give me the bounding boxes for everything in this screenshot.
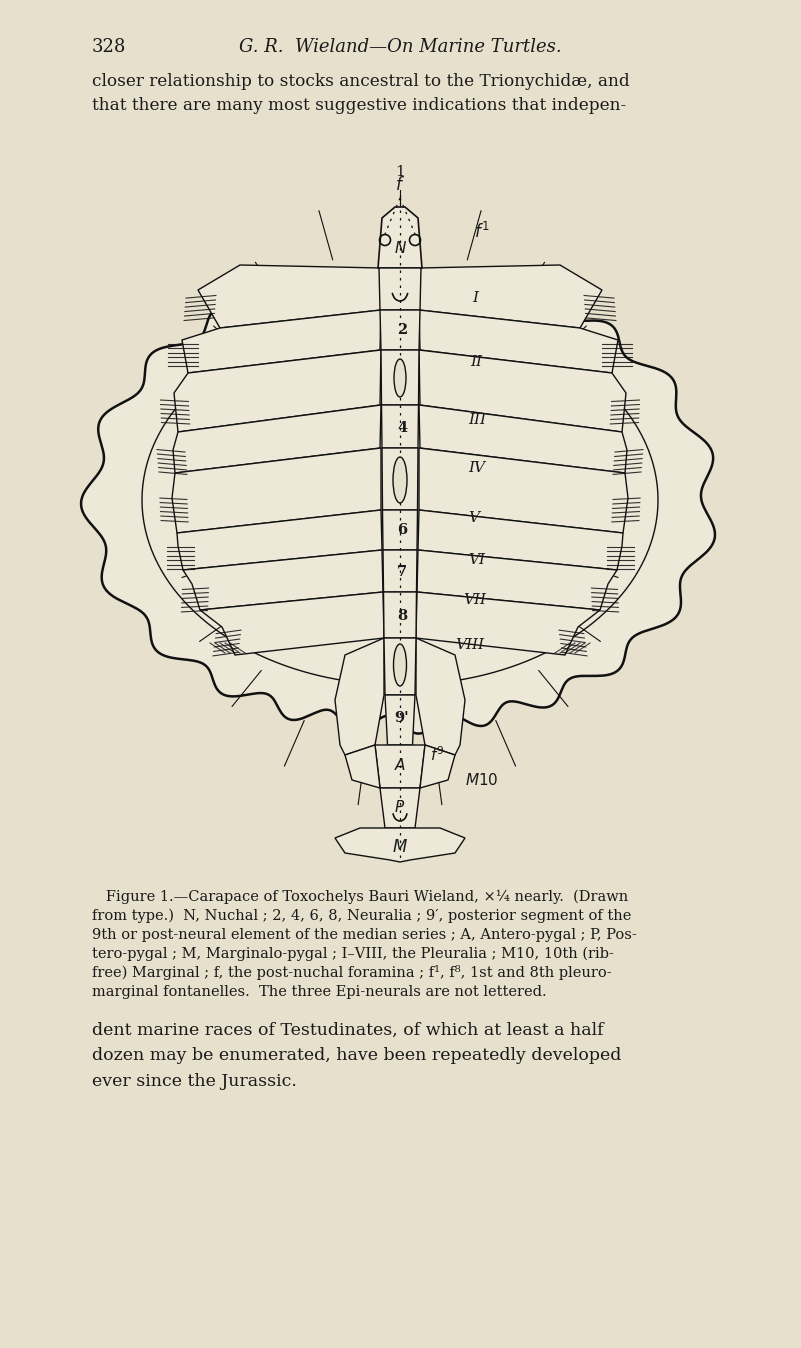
Text: III: III [468, 412, 486, 427]
Text: VI: VI [468, 553, 485, 568]
Polygon shape [419, 310, 618, 373]
Polygon shape [417, 550, 617, 611]
Polygon shape [198, 266, 381, 328]
Text: dozen may be enumerated, have been repeatedly developed: dozen may be enumerated, have been repea… [92, 1047, 622, 1065]
Polygon shape [416, 638, 465, 755]
Polygon shape [183, 550, 383, 611]
Text: closer relationship to stocks ancestral to the Trionychidæ, and: closer relationship to stocks ancestral … [92, 74, 630, 90]
Text: $f^1$: $f^1$ [474, 222, 489, 243]
Text: marginal fontanelles.  The three Epi-neurals are not lettered.: marginal fontanelles. The three Epi-neur… [92, 985, 546, 999]
Polygon shape [419, 404, 627, 473]
Polygon shape [380, 789, 420, 828]
Polygon shape [375, 745, 425, 789]
Polygon shape [418, 510, 623, 570]
Polygon shape [200, 592, 384, 655]
Text: 328: 328 [92, 38, 127, 57]
Text: 9th or post-neural element of the median series ; A, Antero-pygal ; P, Pos-: 9th or post-neural element of the median… [92, 927, 637, 942]
Polygon shape [81, 266, 715, 733]
Polygon shape [335, 828, 465, 861]
Text: $P$: $P$ [394, 799, 405, 816]
Text: II: II [470, 355, 482, 369]
Polygon shape [419, 350, 626, 431]
Text: $f^9$: $f^9$ [430, 745, 445, 764]
Polygon shape [382, 448, 418, 510]
Polygon shape [385, 696, 415, 745]
Text: 8: 8 [397, 609, 407, 623]
Text: 2: 2 [396, 324, 407, 337]
Text: $M10$: $M10$ [465, 772, 498, 789]
Text: 4: 4 [397, 421, 407, 435]
Ellipse shape [394, 359, 406, 398]
Text: Figure 1.—Carapace of Toxochelys Bauri Wieland, ×¼ nearly.  (Drawn: Figure 1.—Carapace of Toxochelys Bauri W… [92, 890, 628, 905]
Polygon shape [380, 310, 420, 350]
Polygon shape [384, 592, 417, 638]
Text: $f$: $f$ [395, 177, 405, 194]
Polygon shape [335, 638, 384, 755]
Ellipse shape [393, 644, 406, 686]
Polygon shape [177, 510, 382, 570]
Text: VII: VII [463, 593, 486, 607]
Text: 1: 1 [395, 164, 405, 179]
Polygon shape [381, 350, 419, 404]
Text: VIII: VIII [455, 638, 484, 652]
Text: tero-pygal ; M, Marginalo-pygal ; I–VIII, the Pleuralia ; M10, 10th (rib-: tero-pygal ; M, Marginalo-pygal ; I–VIII… [92, 946, 614, 961]
Polygon shape [182, 310, 381, 373]
Text: $M$: $M$ [392, 840, 408, 856]
Text: from type.)  N, Nuchal ; 2, 4, 6, 8, Neuralia ; 9′, posterior segment of the: from type.) N, Nuchal ; 2, 4, 6, 8, Neur… [92, 909, 631, 923]
Polygon shape [381, 404, 418, 448]
Polygon shape [383, 550, 417, 592]
Text: V: V [468, 511, 479, 524]
Polygon shape [345, 745, 380, 789]
Polygon shape [174, 350, 381, 431]
Polygon shape [173, 404, 381, 473]
Text: IV: IV [468, 461, 485, 474]
Polygon shape [379, 268, 421, 310]
Text: ever since the Jurassic.: ever since the Jurassic. [92, 1073, 297, 1091]
Text: dent marine races of Testudinates, of which at least a half: dent marine races of Testudinates, of wh… [92, 1022, 604, 1038]
Polygon shape [384, 638, 416, 696]
Ellipse shape [393, 457, 407, 503]
Text: that there are many most suggestive indications that indepen-: that there are many most suggestive indi… [92, 97, 626, 113]
Polygon shape [383, 510, 417, 550]
Polygon shape [378, 208, 422, 268]
Text: G. R.  Wieland—On Marine Turtles.: G. R. Wieland—On Marine Turtles. [239, 38, 562, 57]
Polygon shape [419, 266, 602, 328]
Text: $A$: $A$ [394, 758, 406, 772]
Text: 9': 9' [395, 710, 409, 725]
Text: I: I [472, 291, 478, 305]
Polygon shape [419, 448, 628, 532]
Text: 6: 6 [397, 523, 407, 537]
Text: free) Marginal ; f, the post-nuchal foramina ; f¹, f⁸, 1st and 8th pleuro-: free) Marginal ; f, the post-nuchal fora… [92, 965, 612, 980]
Polygon shape [172, 448, 381, 532]
Text: $N$: $N$ [393, 240, 406, 256]
Polygon shape [416, 592, 600, 655]
Text: 7: 7 [397, 565, 407, 580]
Polygon shape [420, 745, 455, 789]
